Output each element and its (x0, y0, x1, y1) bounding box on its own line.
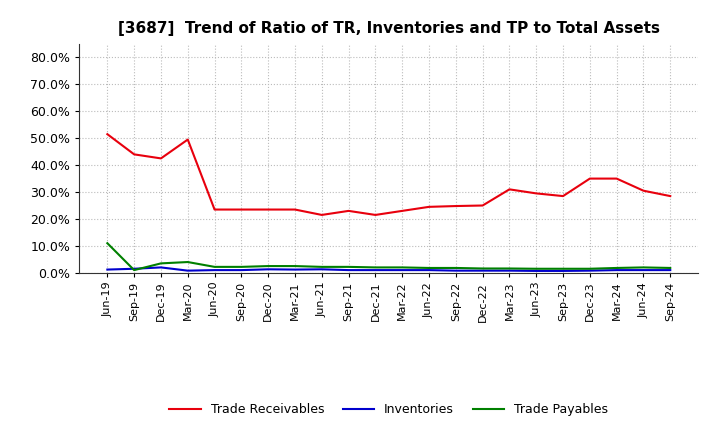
Trade Payables (425, 265, 433, 271)
Title: [3687]  Trend of Ratio of TR, Inventories and TP to Total Assets: [3687] Trend of Ratio of TR, Inventories… (118, 21, 660, 36)
Trade Receivables (344, 208, 353, 213)
Legend: Trade Receivables, Inventories, Trade Payables: Trade Receivables, Inventories, Trade Pa… (164, 398, 613, 421)
Trade Receivables (425, 204, 433, 209)
Trade Payables (344, 264, 353, 270)
Trade Payables (398, 265, 407, 270)
Inventories (210, 268, 219, 273)
Inventories (425, 268, 433, 273)
Trade Payables (532, 266, 541, 271)
Trade Receivables (130, 152, 138, 157)
Trade Receivables (639, 188, 648, 193)
Trade Receivables (237, 207, 246, 212)
Trade Payables (639, 265, 648, 270)
Inventories (344, 268, 353, 273)
Trade Payables (103, 241, 112, 246)
Inventories (532, 268, 541, 274)
Inventories (666, 268, 675, 273)
Trade Payables (237, 264, 246, 270)
Trade Receivables (585, 176, 594, 181)
Trade Receivables (612, 176, 621, 181)
Inventories (184, 268, 192, 273)
Trade Receivables (532, 191, 541, 196)
Trade Payables (291, 264, 300, 269)
Trade Payables (666, 265, 675, 271)
Trade Payables (264, 264, 272, 269)
Trade Payables (478, 266, 487, 271)
Trade Payables (184, 260, 192, 265)
Inventories (612, 268, 621, 273)
Trade Receivables (666, 194, 675, 199)
Trade Receivables (210, 207, 219, 212)
Trade Payables (130, 268, 138, 273)
Inventories (559, 268, 567, 274)
Inventories (318, 267, 326, 272)
Inventories (264, 267, 272, 272)
Inventories (291, 267, 300, 272)
Trade Payables (559, 266, 567, 271)
Line: Trade Payables: Trade Payables (107, 243, 670, 270)
Trade Receivables (371, 212, 379, 217)
Trade Payables (318, 264, 326, 270)
Inventories (505, 268, 514, 273)
Inventories (371, 268, 379, 273)
Trade Receivables (318, 212, 326, 217)
Inventories (639, 268, 648, 273)
Trade Receivables (264, 207, 272, 212)
Inventories (585, 268, 594, 273)
Line: Trade Receivables: Trade Receivables (107, 134, 670, 215)
Trade Receivables (505, 187, 514, 192)
Trade Payables (451, 265, 460, 271)
Trade Payables (585, 266, 594, 271)
Line: Inventories: Inventories (107, 268, 670, 271)
Trade Receivables (559, 194, 567, 199)
Inventories (130, 266, 138, 271)
Inventories (237, 268, 246, 273)
Trade Payables (612, 265, 621, 271)
Trade Payables (157, 261, 166, 266)
Trade Receivables (291, 207, 300, 212)
Trade Payables (210, 264, 219, 270)
Trade Receivables (451, 203, 460, 209)
Trade Receivables (103, 132, 112, 137)
Trade Receivables (157, 156, 166, 161)
Inventories (398, 268, 407, 273)
Trade Payables (505, 266, 514, 271)
Inventories (157, 265, 166, 270)
Trade Payables (371, 265, 379, 270)
Trade Receivables (398, 208, 407, 213)
Inventories (103, 267, 112, 272)
Trade Receivables (184, 137, 192, 142)
Inventories (478, 268, 487, 273)
Trade Receivables (478, 203, 487, 208)
Inventories (451, 268, 460, 273)
